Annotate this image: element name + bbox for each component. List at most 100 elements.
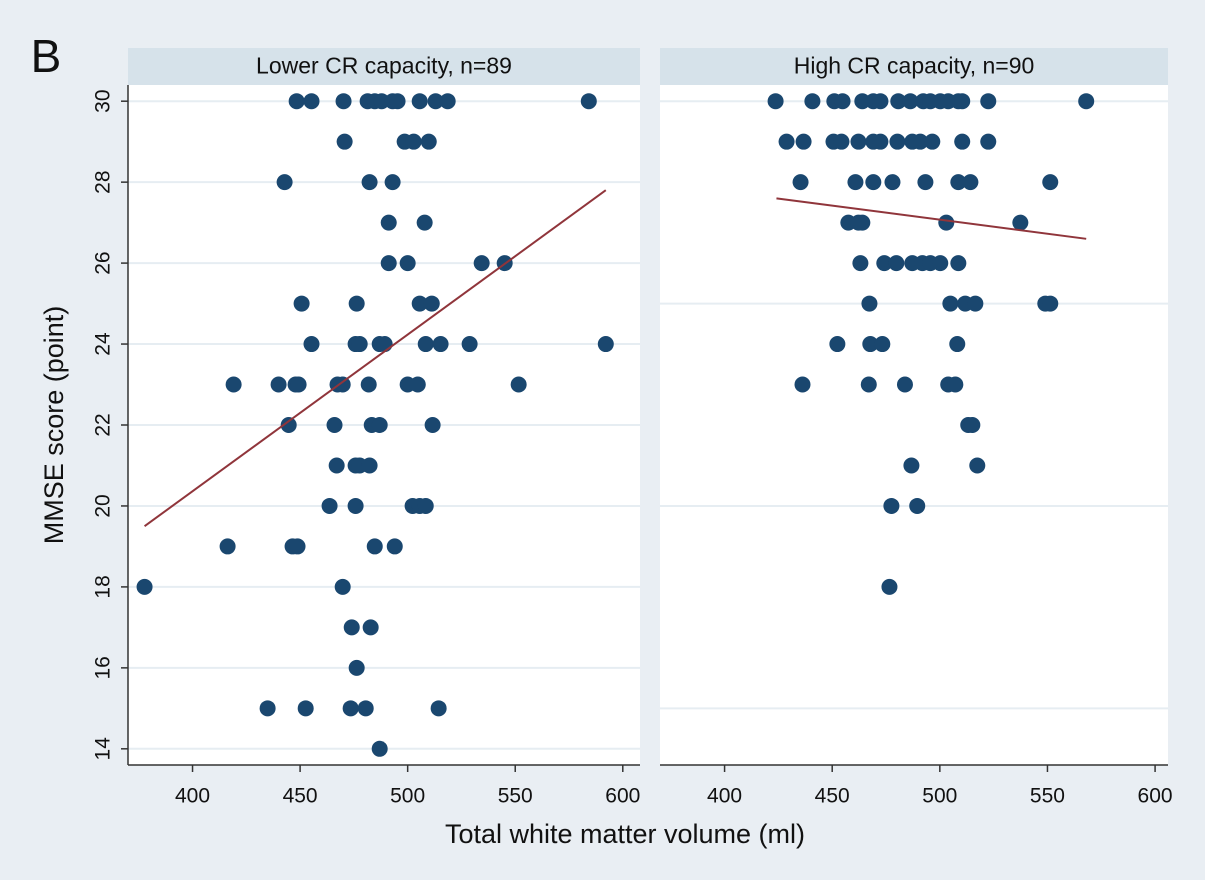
data-point bbox=[376, 336, 393, 353]
x-tick-label: 550 bbox=[1030, 785, 1065, 808]
data-point bbox=[850, 133, 867, 150]
data-point bbox=[136, 578, 153, 595]
data-point bbox=[852, 255, 869, 272]
x-tick-label: 600 bbox=[605, 785, 640, 808]
data-point bbox=[912, 133, 929, 150]
data-point bbox=[909, 497, 926, 514]
data-point bbox=[461, 336, 478, 353]
data-point bbox=[366, 538, 383, 555]
data-point bbox=[829, 336, 846, 353]
data-point bbox=[950, 174, 967, 191]
data-point bbox=[872, 133, 889, 150]
data-point bbox=[380, 255, 397, 272]
data-point bbox=[876, 255, 893, 272]
data-point bbox=[964, 417, 981, 433]
y-tick-label: 28 bbox=[92, 170, 115, 193]
data-point bbox=[874, 336, 891, 353]
y-tick-label: 18 bbox=[92, 575, 115, 598]
data-point bbox=[861, 295, 878, 312]
data-point bbox=[1042, 174, 1059, 191]
data-point bbox=[334, 578, 351, 595]
y-tick-label: 26 bbox=[92, 251, 115, 274]
data-point bbox=[884, 174, 901, 191]
data-point bbox=[384, 174, 401, 191]
data-point bbox=[580, 93, 597, 110]
data-point bbox=[411, 295, 428, 312]
data-point bbox=[342, 700, 359, 717]
fit-line bbox=[143, 189, 607, 527]
data-point bbox=[417, 497, 434, 514]
data-point bbox=[417, 336, 434, 353]
fit-line bbox=[776, 197, 1087, 240]
data-point bbox=[597, 336, 614, 353]
data-point bbox=[360, 376, 377, 393]
data-point bbox=[351, 336, 368, 353]
y-tick-label: 14 bbox=[92, 737, 115, 761]
data-point bbox=[862, 336, 879, 353]
data-point bbox=[883, 497, 900, 514]
data-point bbox=[969, 457, 986, 474]
data-point bbox=[225, 376, 242, 393]
data-point bbox=[297, 700, 314, 717]
data-point bbox=[427, 93, 444, 110]
y-tick-label: 30 bbox=[92, 90, 115, 113]
data-point bbox=[347, 497, 364, 514]
data-point bbox=[888, 255, 905, 272]
data-point bbox=[405, 133, 422, 150]
data-point bbox=[954, 133, 971, 150]
data-point bbox=[872, 93, 889, 110]
data-point bbox=[795, 133, 812, 150]
x-tick-label: 400 bbox=[175, 785, 210, 808]
x-tick-label: 450 bbox=[815, 785, 850, 808]
data-point bbox=[290, 376, 307, 393]
data-point bbox=[288, 93, 305, 110]
data-point bbox=[399, 255, 416, 272]
x-tick-label: 450 bbox=[283, 785, 318, 808]
data-point bbox=[357, 700, 374, 717]
data-point bbox=[389, 93, 406, 110]
x-tick-label: 500 bbox=[922, 785, 957, 808]
data-point bbox=[303, 336, 320, 353]
data-point bbox=[980, 133, 997, 150]
data-point bbox=[326, 417, 343, 433]
data-point bbox=[954, 93, 971, 110]
data-point bbox=[1078, 93, 1095, 110]
data-point bbox=[854, 214, 871, 231]
data-point bbox=[439, 93, 456, 110]
plot-area bbox=[660, 85, 1168, 765]
data-point bbox=[371, 417, 388, 433]
data-point bbox=[962, 174, 979, 191]
data-point bbox=[424, 417, 441, 433]
panel-header bbox=[660, 48, 1168, 85]
data-point bbox=[854, 93, 871, 110]
x-tick-label: 500 bbox=[390, 785, 425, 808]
data-point bbox=[947, 376, 964, 393]
data-point bbox=[942, 295, 959, 312]
data-point bbox=[932, 255, 949, 272]
data-point bbox=[321, 497, 338, 514]
data-point bbox=[348, 659, 365, 676]
data-point bbox=[902, 93, 919, 110]
data-point bbox=[890, 93, 907, 110]
data-point bbox=[767, 93, 784, 110]
data-point bbox=[860, 376, 877, 393]
data-point bbox=[362, 619, 379, 636]
data-point bbox=[270, 376, 287, 393]
panel-title: High CR capacity, n=90 bbox=[794, 53, 1035, 79]
data-point bbox=[430, 700, 447, 717]
data-point bbox=[361, 457, 378, 474]
data-point bbox=[510, 376, 527, 393]
data-point bbox=[328, 457, 345, 474]
data-point bbox=[259, 700, 276, 717]
data-point bbox=[303, 93, 320, 110]
data-point bbox=[276, 174, 293, 191]
data-point bbox=[416, 214, 433, 231]
data-point bbox=[289, 538, 306, 555]
data-point bbox=[1012, 214, 1029, 231]
panel-header bbox=[128, 48, 640, 85]
y-tick-label: 24 bbox=[92, 332, 115, 356]
data-point bbox=[409, 376, 426, 393]
data-point bbox=[967, 295, 984, 312]
data-point bbox=[950, 255, 967, 272]
data-point bbox=[1042, 295, 1059, 312]
